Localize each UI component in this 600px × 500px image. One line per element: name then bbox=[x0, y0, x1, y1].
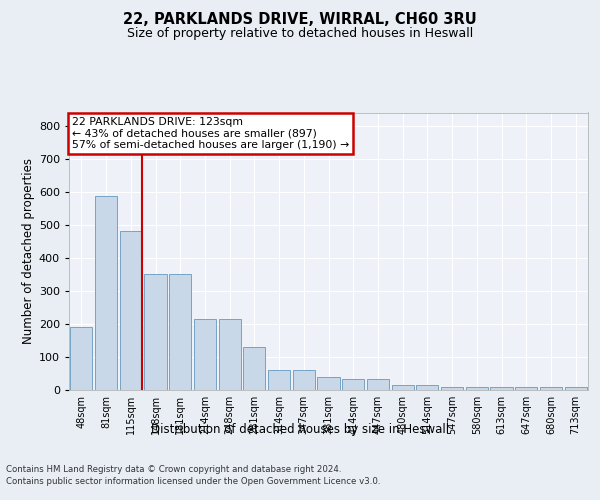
Text: Distribution of detached houses by size in Heswall: Distribution of detached houses by size … bbox=[151, 422, 449, 436]
Bar bbox=[293, 370, 315, 390]
Bar bbox=[441, 386, 463, 390]
Bar bbox=[70, 326, 92, 390]
Bar bbox=[119, 232, 142, 390]
Bar bbox=[169, 274, 191, 390]
Bar bbox=[466, 386, 488, 390]
Text: Contains public sector information licensed under the Open Government Licence v3: Contains public sector information licen… bbox=[6, 478, 380, 486]
Bar bbox=[243, 347, 265, 390]
Bar bbox=[392, 384, 414, 390]
Bar bbox=[268, 370, 290, 390]
Text: 22, PARKLANDS DRIVE, WIRRAL, CH60 3RU: 22, PARKLANDS DRIVE, WIRRAL, CH60 3RU bbox=[123, 12, 477, 28]
Y-axis label: Number of detached properties: Number of detached properties bbox=[22, 158, 35, 344]
Bar bbox=[342, 379, 364, 390]
Bar bbox=[367, 379, 389, 390]
Bar bbox=[565, 386, 587, 390]
Bar bbox=[145, 274, 167, 390]
Bar bbox=[218, 319, 241, 390]
Text: Contains HM Land Registry data © Crown copyright and database right 2024.: Contains HM Land Registry data © Crown c… bbox=[6, 465, 341, 474]
Bar bbox=[95, 196, 117, 390]
Bar bbox=[515, 386, 538, 390]
Text: 22 PARKLANDS DRIVE: 123sqm
← 43% of detached houses are smaller (897)
57% of sem: 22 PARKLANDS DRIVE: 123sqm ← 43% of deta… bbox=[71, 116, 349, 150]
Bar bbox=[490, 386, 512, 390]
Text: Size of property relative to detached houses in Heswall: Size of property relative to detached ho… bbox=[127, 28, 473, 40]
Bar bbox=[540, 386, 562, 390]
Bar bbox=[194, 319, 216, 390]
Bar bbox=[317, 377, 340, 390]
Bar bbox=[416, 384, 439, 390]
